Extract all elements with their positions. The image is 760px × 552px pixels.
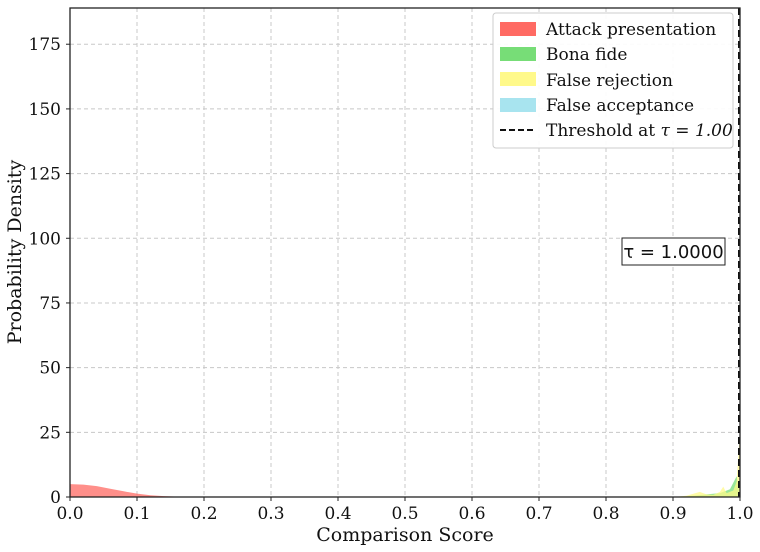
legend-label-threshold: Threshold at τ = 1.00 [546,121,733,141]
series-areas [70,440,740,497]
x-tick-label-8: 0.8 [592,504,619,524]
series-area-attack-presentation [70,484,740,497]
annotation-text: τ = 1.0000 [623,242,723,263]
legend-label-attack: Attack presentation [545,20,716,40]
series-area-false-rejection [673,440,740,497]
y-tick-label-1: 25 [39,423,61,443]
legend-label-false-rejection: False rejection [546,71,673,91]
legend: Attack presentation Bona fide False reje… [492,12,734,149]
y-tick-label-6: 150 [29,100,61,120]
x-tick-label-4: 0.4 [324,504,351,524]
tick-labels: 0.0 0.1 0.2 0.3 0.4 0.5 0.6 0.7 0.8 0.9 1.0 0 25 50 75… [29,35,754,524]
y-tick-label-5: 125 [29,165,61,185]
y-axis-label: Probability Density [4,159,26,344]
x-tick-label-10: 1.0 [726,504,753,524]
x-tick-label-5: 0.5 [391,504,418,524]
y-tick-label-2: 50 [39,359,61,379]
x-tick-label-6: 0.6 [458,504,485,524]
x-tick-label-1: 0.1 [123,504,150,524]
x-tick-label-0: 0.0 [56,504,83,524]
legend-label-false-acceptance: False acceptance [546,96,694,116]
y-tick-label-3: 75 [39,294,61,314]
legend-swatch-false-rejection [500,72,536,86]
x-tick-label-9: 0.9 [659,504,686,524]
y-tick-label-0: 0 [50,488,61,508]
y-tick-label-7: 175 [29,35,61,55]
legend-box [492,12,734,149]
legend-swatch-attack [500,22,536,36]
threshold-annotation: τ = 1.0000 [621,237,726,266]
legend-swatch-bona-fide [500,47,536,61]
annotation-box [621,237,726,266]
legend-swatch-false-acceptance [500,98,536,112]
legend-label-bona-fide: Bona fide [546,45,628,65]
x-tick-label-7: 0.7 [525,504,552,524]
x-axis-label: Comparison Score [316,524,494,546]
x-tick-label-2: 0.2 [190,504,217,524]
y-tick-label-4: 100 [29,229,61,249]
x-tick-label-3: 0.3 [257,504,284,524]
